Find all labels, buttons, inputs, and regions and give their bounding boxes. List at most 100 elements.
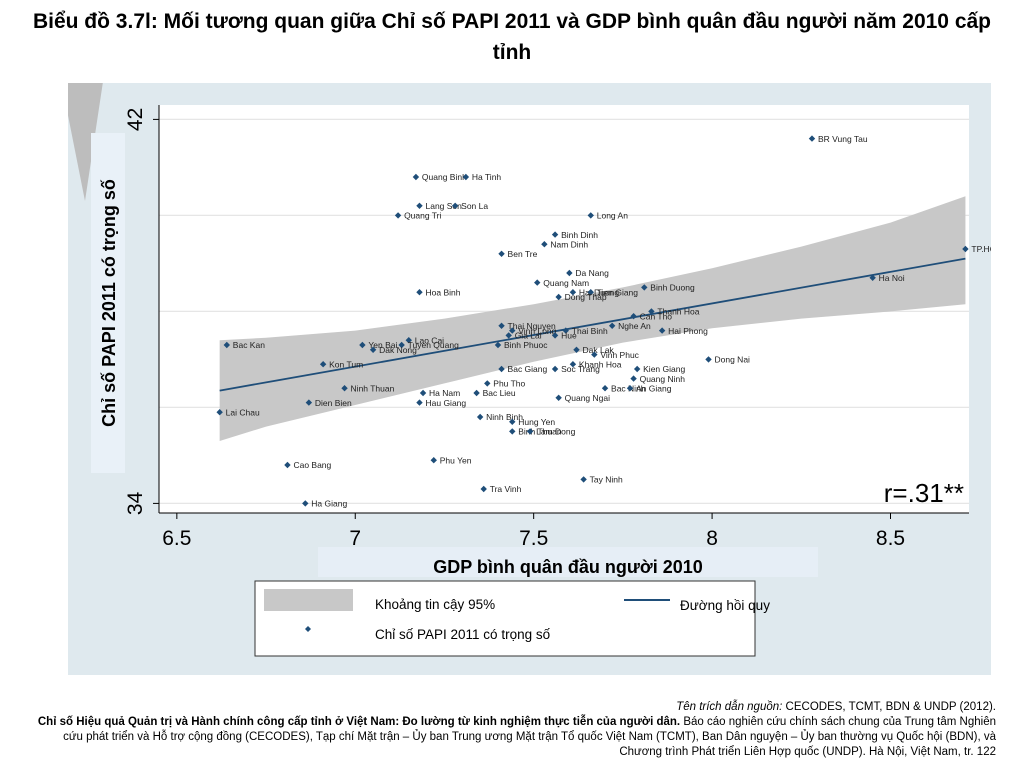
- data-point-label: Quang Ninh: [640, 374, 686, 384]
- data-point: [626, 385, 634, 392]
- data-point: [658, 327, 666, 334]
- data-point-label: Binh Dinh: [561, 230, 598, 240]
- data-point: [555, 394, 562, 401]
- x-tick-label: 8.5: [876, 527, 905, 550]
- data-point: [398, 341, 405, 349]
- data-point: [498, 250, 505, 257]
- data-point-label: Binh Thuan: [518, 427, 562, 437]
- data-point-label: Long An: [597, 211, 628, 221]
- x-axis-label: GDP bình quân đầu người 2010: [433, 557, 703, 577]
- data-point-label: Vinh Phuc: [600, 350, 639, 360]
- data-point: [319, 361, 327, 368]
- data-point-label: Quang Nam: [543, 278, 589, 288]
- citation-report-title: Chỉ số Hiệu quả Quản trị và Hành chính c…: [37, 716, 681, 728]
- data-point: [416, 202, 423, 209]
- citation-source-label: Tên trích dẫn nguồn:: [676, 701, 783, 713]
- x-tick-label: 8: [706, 527, 718, 550]
- data-point: [498, 365, 505, 373]
- data-point: [494, 341, 502, 349]
- data-point-label: Tra Vinh: [490, 484, 522, 494]
- data-point-label: Vinh Long: [518, 326, 556, 336]
- data-point-label: Quang Ngai: [565, 393, 610, 403]
- data-point-label: Ha Giang: [311, 499, 347, 509]
- citation-source-line: Tên trích dẫn nguồn: CECODES, TCMT, BDN …: [20, 700, 996, 715]
- data-point: [633, 365, 641, 373]
- data-point: [608, 322, 616, 329]
- data-point-label: BR Vung Tau: [818, 134, 868, 144]
- data-point-label: Tay Ninh: [590, 475, 623, 485]
- data-point: [394, 212, 402, 219]
- y-axis-label-bg: [91, 133, 125, 473]
- decorative-wedge: [68, 83, 103, 201]
- data-point-label: Hue: [561, 331, 577, 341]
- data-point-label: Dak Nong: [379, 345, 417, 355]
- data-point-label: Phu Yen: [440, 455, 472, 465]
- data-point-label: Hai Duong: [579, 287, 619, 297]
- x-axis-label-bg: [318, 547, 818, 577]
- data-point-label: Ha Noi: [879, 273, 905, 283]
- regression-line: [219, 257, 966, 392]
- data-point: [555, 293, 562, 301]
- data-point: [498, 322, 505, 329]
- data-point-label: Khanh Hoa: [579, 359, 622, 369]
- data-point: [587, 289, 594, 296]
- data-point-label: Binh Duong: [650, 283, 695, 293]
- data-point-label: An Giang: [636, 383, 672, 393]
- data-point-label: Lam Dong: [536, 427, 575, 437]
- data-point-label: Son La: [461, 201, 488, 211]
- data-point: [641, 284, 648, 291]
- data-point: [359, 341, 366, 349]
- data-point: [573, 346, 580, 353]
- data-point-label: Dong Thap: [565, 292, 607, 302]
- data-point: [405, 337, 412, 344]
- data-point: [419, 389, 427, 397]
- data-point-label: Nghe An: [618, 321, 651, 331]
- data-point: [223, 341, 230, 349]
- citation-report-rest: Báo cáo nghiên cứu chính sách chung của …: [63, 716, 996, 758]
- data-point-label: Ninh Binh: [486, 412, 523, 422]
- data-point-label: Dak Lak: [582, 345, 614, 355]
- confidence-band: [219, 196, 966, 441]
- data-point: [580, 476, 587, 483]
- data-point-label: Dong Nai: [715, 355, 751, 365]
- data-point: [302, 500, 309, 507]
- data-point-label: Lao Cai: [415, 335, 444, 345]
- data-point: [808, 135, 816, 142]
- data-point-label: Kon Tum: [329, 359, 363, 369]
- data-point-label: Nam Dinh: [550, 239, 588, 249]
- y-axis-label: Chỉ số PAPI 2011 có trọng số: [99, 179, 119, 427]
- data-point: [476, 413, 484, 421]
- data-point: [430, 457, 437, 464]
- data-point: [705, 356, 712, 363]
- correlation-annotation: r=.31**: [884, 478, 964, 508]
- data-point-label: Thai Nguyen: [508, 321, 556, 331]
- data-point-label: Ha Tinh: [472, 172, 502, 182]
- data-point-label: Tuyen Quang: [408, 340, 459, 350]
- data-point: [601, 385, 609, 392]
- data-point-label: Quang Binh: [422, 172, 467, 182]
- x-tick-label: 7: [349, 527, 361, 550]
- data-point-label: Ha Nam: [429, 388, 460, 398]
- data-point: [416, 289, 423, 296]
- legend-ci-swatch: [264, 589, 353, 611]
- data-point: [284, 461, 291, 469]
- data-point: [526, 428, 534, 435]
- data-point: [416, 399, 423, 406]
- data-point-label: Thanh Hoa: [657, 307, 699, 317]
- data-point-label: Lai Chau: [226, 407, 260, 417]
- data-point: [630, 313, 637, 320]
- data-point-label: Lang Son: [425, 201, 462, 211]
- data-point-label: Hoa Binh: [425, 287, 460, 297]
- data-point: [305, 399, 313, 406]
- data-point-label: Cao Bang: [293, 460, 331, 470]
- data-point: [869, 274, 876, 281]
- y-tick-label: 34: [124, 491, 147, 515]
- data-point-label: Bac Lieu: [483, 388, 516, 398]
- legend-points-swatch: [305, 626, 311, 632]
- citation: Tên trích dẫn nguồn: CECODES, TCMT, BDN …: [20, 700, 996, 760]
- legend-regression-label: Đường hồi quy: [680, 598, 770, 613]
- data-point-label: Hau Giang: [425, 398, 466, 408]
- data-point: [534, 279, 541, 286]
- data-point-label: Ninh Thuan: [351, 383, 395, 393]
- data-point-label: Dien Bien: [315, 398, 352, 408]
